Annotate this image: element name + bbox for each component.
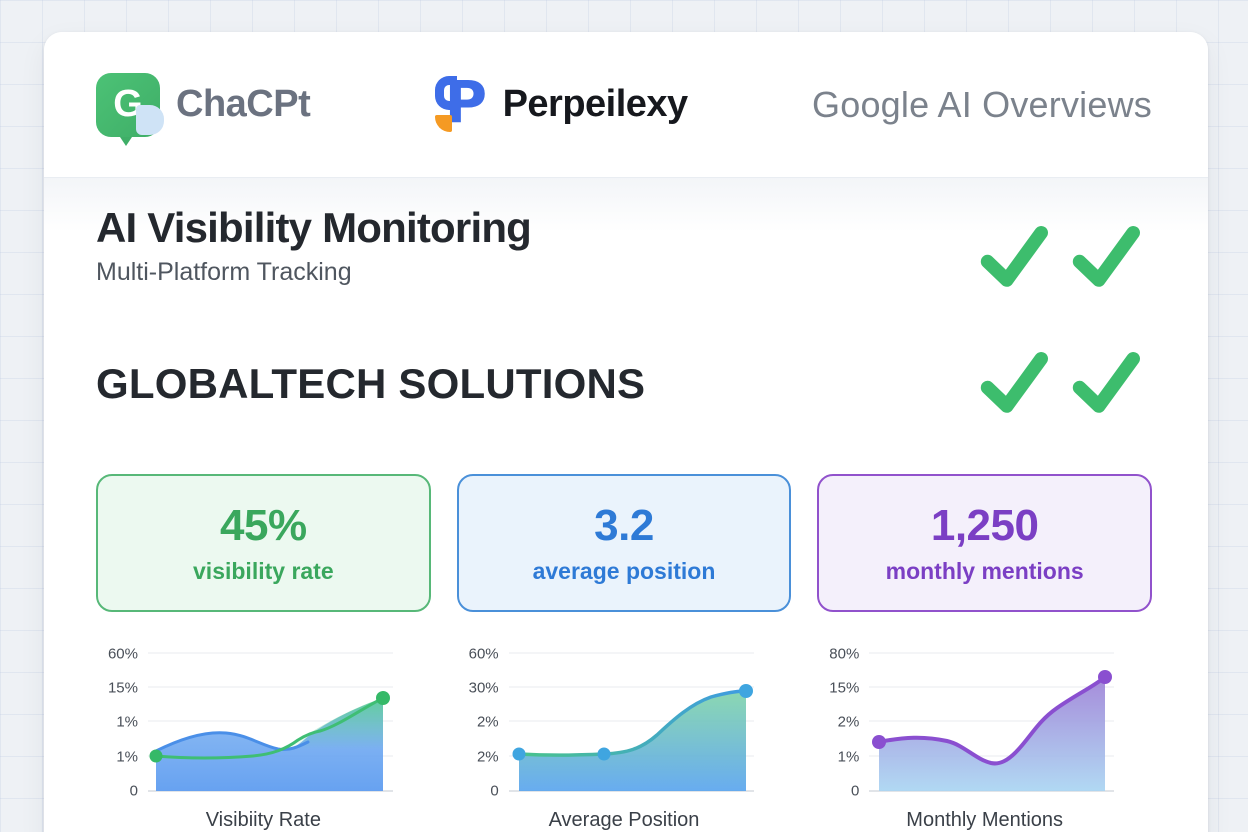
y-tick: 2% [476,748,499,766]
perplexity-icon: P [434,68,487,138]
dashboard-card: G ChaCPt P Perpeilexy Google AI Overview… [44,32,1208,832]
stat-card-monthly-mentions: 1,250 monthly mentions [817,474,1152,612]
area-chart-plot [148,652,393,792]
checkmark-icon [1072,226,1140,287]
y-tick: 1% [116,713,138,731]
checkmark-row-bottom [974,342,1146,422]
y-axis-labels: 60% 30% 2% 2% 0 [457,645,509,800]
checkmark-icon [980,226,1048,287]
y-tick: 1% [116,748,138,766]
chart-title: Average Position [548,809,700,831]
y-axis-labels: 60% 15% 1% 1% 0 [96,645,148,800]
chart-title: Visibiity Rate [205,809,321,831]
y-tick: 60% [107,645,138,663]
checkmark-icon [1072,352,1140,413]
stat-value: 1,250 [930,501,1039,550]
y-tick: 2% [476,713,499,731]
chart-average-position: 60% 30% 2% 2% 0 [457,646,792,832]
checkmark-icon [980,352,1048,413]
stat-label: monthly mentions [885,558,1084,584]
charts-row: 60% 15% 1% 1% 0 [96,646,1152,832]
title-block: AI Visibility Monitoring Multi-Platform … [96,204,532,287]
chart-monthly-mentions: 80% 15% 2% 1% 0 [817,646,1152,832]
chatgpt-logo-label: ChaCPt [176,83,311,125]
stat-label: average position [532,558,716,584]
y-tick: 0 [490,782,499,800]
page-title: AI Visibility Monitoring [96,204,532,251]
y-tick: 1% [837,748,860,766]
y-tick: 15% [829,679,860,697]
y-tick: 0 [129,782,138,800]
chart-title: Monthly Mentions [906,809,1064,831]
y-tick: 0 [850,782,860,800]
google-ai-overviews-label: Google AI Overviews [812,83,1152,125]
y-tick: 80% [829,645,860,663]
area-chart-plot [869,652,1115,792]
area-chart-plot [508,652,754,792]
stat-cards-row: 45% visibility rate 3.2 average position… [96,474,1152,612]
stat-card-average-position: 3.2 average position [456,474,792,612]
logo-google-ai-overviews: Google AI Overviews [812,84,1152,126]
chart-visibility-rate: 60% 15% 1% 1% 0 [96,646,431,832]
stat-value: 45% [220,501,307,550]
logo-perplexity: P Perpeilexy [434,68,689,138]
y-tick: 15% [107,679,138,697]
company-name: GLOBALTECH SOLUTIONS [96,360,646,407]
y-axis-labels: 80% 15% 2% 1% 0 [817,645,869,800]
platform-logos-header: G ChaCPt P Perpeilexy Google AI Overview… [44,32,1208,178]
stat-value: 3.2 [594,501,654,550]
y-tick: 30% [468,679,499,697]
stat-card-visibility-rate: 45% visibility rate [96,474,431,612]
perplexity-logo-label: Perpeilexy [502,83,689,125]
page-subtitle: Multi-Platform Tracking [96,258,352,287]
stat-label: visibility rate [193,558,334,584]
y-tick: 2% [837,713,860,731]
chatgpt-icon: G [96,72,164,146]
y-tick: 60% [468,645,499,663]
logo-chatgpt: G ChaCPt [96,72,311,146]
checkmark-row-top [974,216,1146,296]
